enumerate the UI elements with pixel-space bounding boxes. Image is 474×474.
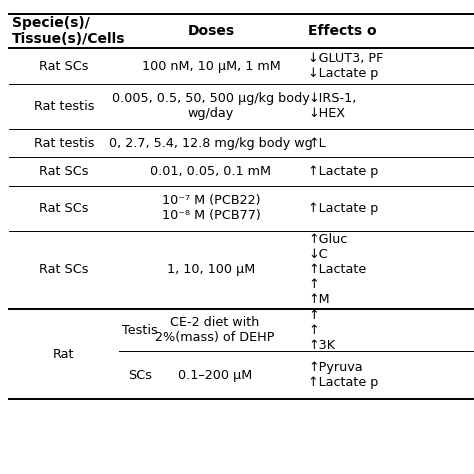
- Text: Rat SCs: Rat SCs: [39, 165, 89, 178]
- Text: Rat SCs: Rat SCs: [39, 60, 89, 73]
- Text: ↑Lactate p: ↑Lactate p: [308, 202, 378, 215]
- Text: Doses: Doses: [187, 24, 235, 38]
- Text: ↑L: ↑L: [308, 137, 326, 150]
- Text: Rat testis: Rat testis: [34, 100, 94, 113]
- Text: 0.1–200 μM: 0.1–200 μM: [178, 369, 252, 382]
- Text: ↓IRS-1,
↓HEX: ↓IRS-1, ↓HEX: [308, 92, 356, 120]
- Text: CE-2 diet with
2%(mass) of DEHP: CE-2 diet with 2%(mass) of DEHP: [155, 316, 275, 344]
- Text: ↑Gluc
↓C
↑Lactate
↑
↑M: ↑Gluc ↓C ↑Lactate ↑ ↑M: [308, 233, 366, 307]
- Text: Specie(s)/
Tissue(s)/Cells: Specie(s)/ Tissue(s)/Cells: [12, 16, 125, 46]
- Text: Rat SCs: Rat SCs: [39, 264, 89, 276]
- Text: 100 nM, 10 μM, 1 mM: 100 nM, 10 μM, 1 mM: [142, 60, 280, 73]
- Text: Rat SCs: Rat SCs: [39, 202, 89, 215]
- Text: Effects o: Effects o: [308, 24, 377, 38]
- Text: 0.005, 0.5, 50, 500 μg/kg body
wg/day: 0.005, 0.5, 50, 500 μg/kg body wg/day: [112, 92, 310, 120]
- Text: 10⁻⁷ M (PCB22)
10⁻⁸ M (PCB77): 10⁻⁷ M (PCB22) 10⁻⁸ M (PCB77): [162, 194, 260, 222]
- Text: ↑Pyruva
↑Lactate p: ↑Pyruva ↑Lactate p: [308, 361, 378, 389]
- Text: 1, 10, 100 μM: 1, 10, 100 μM: [167, 264, 255, 276]
- Text: 0, 2.7, 5.4, 12.8 mg/kg body wg: 0, 2.7, 5.4, 12.8 mg/kg body wg: [109, 137, 313, 150]
- Text: ↓GLUT3, PF
↓Lactate p: ↓GLUT3, PF ↓Lactate p: [308, 52, 383, 80]
- Text: Rat: Rat: [53, 347, 75, 361]
- Text: ↑
↑
↑3K: ↑ ↑ ↑3K: [308, 309, 335, 352]
- Text: Rat testis: Rat testis: [34, 137, 94, 150]
- Text: Testis: Testis: [122, 324, 158, 337]
- Text: SCs: SCs: [128, 369, 152, 382]
- Text: ↑Lactate p: ↑Lactate p: [308, 165, 378, 178]
- Text: 0.01, 0.05, 0.1 mM: 0.01, 0.05, 0.1 mM: [150, 165, 272, 178]
